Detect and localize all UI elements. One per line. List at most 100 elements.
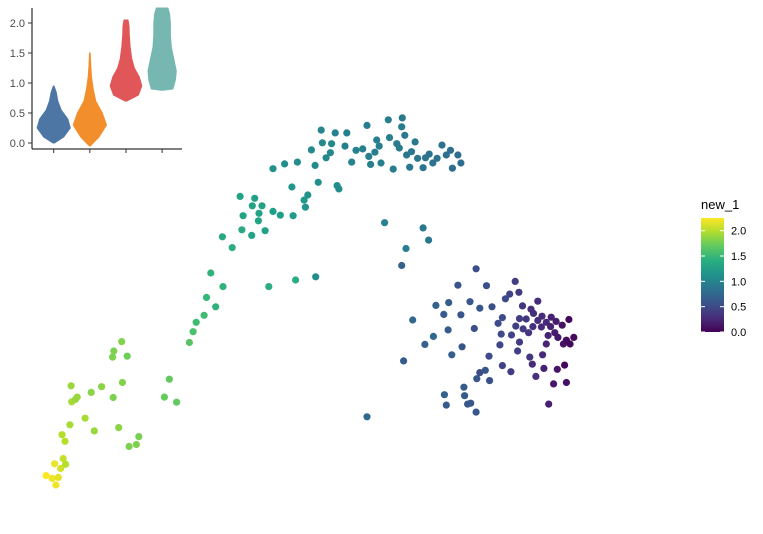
scatter-point bbox=[409, 316, 417, 324]
scatter-point bbox=[135, 433, 143, 441]
scatter-point bbox=[446, 146, 455, 154]
scatter-point bbox=[115, 424, 123, 432]
scatter-point bbox=[547, 323, 555, 331]
scatter-point bbox=[458, 343, 466, 351]
legend-title: new_1 bbox=[701, 197, 739, 212]
scatter-point bbox=[318, 139, 326, 147]
scatter-point bbox=[538, 312, 546, 320]
scatter-point bbox=[421, 340, 429, 348]
scatter-point bbox=[514, 347, 522, 355]
scatter-point bbox=[48, 474, 56, 482]
scatter-point bbox=[438, 141, 446, 149]
scatter-point bbox=[545, 400, 553, 408]
scatter-point bbox=[251, 194, 259, 202]
scatter-point bbox=[454, 151, 462, 159]
scatter-point bbox=[238, 226, 246, 234]
scatter-point bbox=[501, 295, 509, 303]
scatter-point bbox=[200, 311, 208, 319]
scatter-point bbox=[52, 481, 60, 489]
scatter-point bbox=[529, 323, 537, 331]
scatter-point bbox=[281, 160, 289, 168]
scatter-point bbox=[515, 288, 523, 296]
violin-y-tick-label: 1.5 bbox=[10, 48, 25, 60]
scatter-point bbox=[565, 315, 573, 324]
violin-shape bbox=[147, 7, 177, 91]
scatter-point bbox=[219, 283, 227, 291]
scatter-point bbox=[384, 116, 392, 124]
scatter-point bbox=[218, 233, 226, 241]
scatter-point bbox=[407, 148, 416, 156]
color-legend: new_1 0.0 0.5 1.0 1.5 2.0 bbox=[701, 197, 746, 339]
scatter-point bbox=[460, 383, 468, 391]
scatter-point bbox=[348, 158, 356, 166]
scatter-point bbox=[255, 209, 263, 217]
scatter-point bbox=[432, 301, 440, 309]
scatter-point bbox=[470, 324, 478, 333]
scatter-point bbox=[292, 276, 300, 284]
scatter-point bbox=[62, 460, 70, 468]
scatter-point bbox=[482, 282, 491, 290]
scatter-point bbox=[398, 261, 406, 270]
violin-x-ticks bbox=[53, 149, 163, 153]
scatter-point bbox=[401, 131, 409, 139]
legend-color-bar bbox=[701, 218, 724, 332]
scatter-point bbox=[498, 362, 506, 370]
scatter-point bbox=[454, 281, 462, 289]
scatter-point bbox=[539, 351, 547, 359]
violins bbox=[36, 7, 177, 147]
scatter-point bbox=[534, 297, 542, 305]
scatter-point bbox=[123, 352, 131, 360]
scatter-point bbox=[406, 163, 414, 171]
violin-y-tick-label: 1.0 bbox=[10, 78, 25, 90]
scatter-point bbox=[87, 388, 95, 396]
scatter-point bbox=[542, 340, 550, 348]
violin-y-tick-label: 2.0 bbox=[10, 18, 25, 30]
scatter-point bbox=[433, 154, 441, 162]
scatter-point bbox=[377, 159, 385, 167]
scatter-point bbox=[525, 329, 533, 337]
scatter-point bbox=[304, 191, 312, 199]
legend-tick-label: 0.0 bbox=[731, 327, 746, 339]
scatter-point bbox=[165, 375, 173, 383]
scatter-point bbox=[440, 391, 448, 399]
scatter-point bbox=[442, 401, 450, 409]
scatter-point bbox=[425, 150, 433, 158]
violin-shape bbox=[36, 85, 71, 144]
scatter-point bbox=[461, 392, 469, 400]
scatter-point bbox=[570, 333, 578, 341]
scatter-point bbox=[265, 283, 273, 291]
scatter-point bbox=[518, 302, 527, 310]
scatter-point bbox=[457, 159, 465, 167]
scatter-point bbox=[359, 145, 367, 153]
scatter-point bbox=[429, 159, 437, 167]
scatter-point bbox=[192, 318, 200, 326]
scatter-point bbox=[498, 314, 506, 322]
scatter-point bbox=[54, 473, 62, 481]
scatter-point bbox=[301, 203, 309, 211]
scatter-point bbox=[42, 472, 50, 480]
scatter-point bbox=[398, 123, 406, 131]
violin-y-tick-label: 0.5 bbox=[10, 108, 25, 120]
scatter-point bbox=[239, 212, 247, 220]
scatter-point bbox=[341, 142, 349, 150]
scatter-point bbox=[448, 351, 456, 359]
legend-tick-label: 1.0 bbox=[731, 276, 746, 288]
scatter-point bbox=[444, 326, 452, 334]
scatter-point bbox=[371, 148, 379, 156]
scatter-point bbox=[173, 398, 181, 406]
scatter-point bbox=[343, 129, 351, 137]
scatter-point bbox=[429, 332, 437, 340]
scatter-point bbox=[322, 154, 330, 162]
violin-y-ticks: 0.0 0.5 1.0 1.5 2.0 bbox=[10, 18, 32, 150]
scatter-point bbox=[519, 325, 527, 333]
scatter-point bbox=[425, 236, 433, 244]
scatter-point bbox=[331, 129, 339, 137]
scatter-point bbox=[289, 212, 297, 220]
scatter-point bbox=[326, 149, 334, 157]
scatter-point bbox=[496, 341, 504, 349]
scatter-point bbox=[512, 322, 520, 330]
legend-tick-label: 1.5 bbox=[731, 251, 746, 263]
scatter-point bbox=[448, 164, 456, 172]
scatter-point bbox=[381, 219, 389, 227]
